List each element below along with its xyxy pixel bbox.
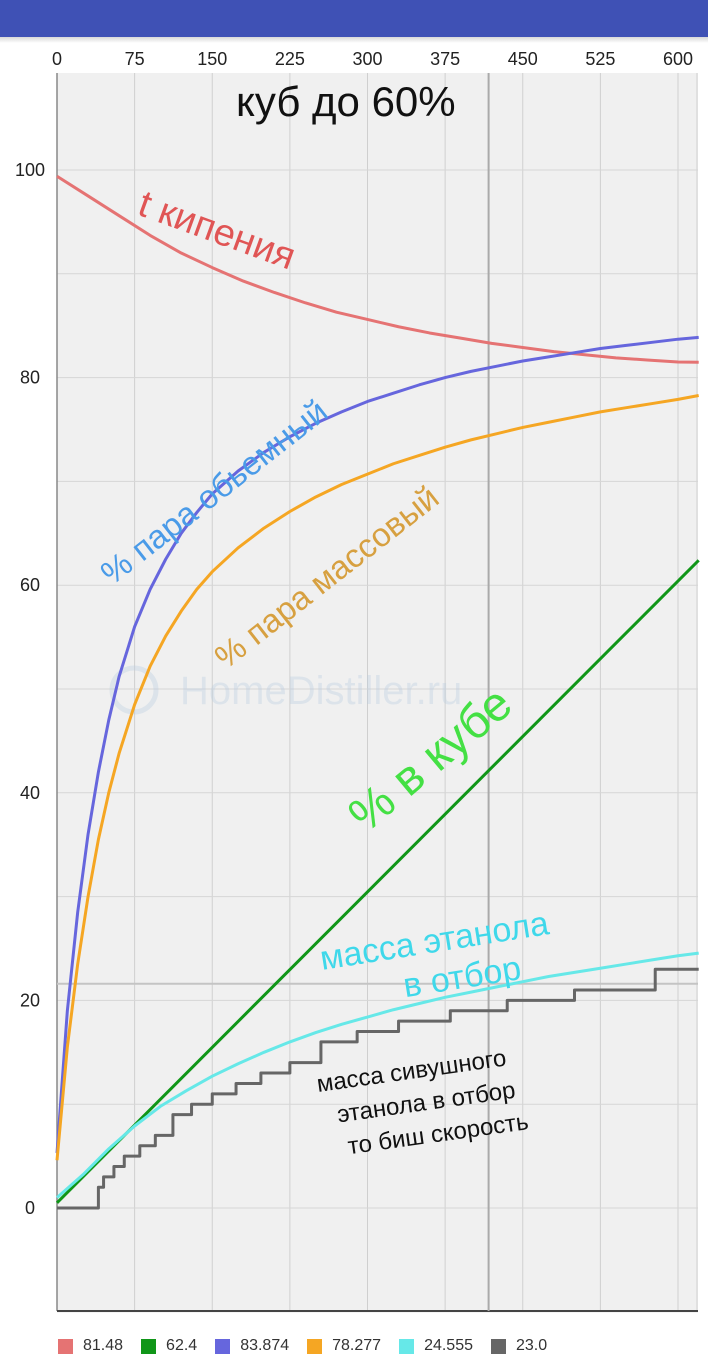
x-tick-label: 450: [508, 49, 538, 69]
x-tick-label: 525: [585, 49, 615, 69]
legend-swatch: [215, 1338, 231, 1354]
series-line-ethanol_mass: [56, 951, 699, 1199]
y-tick-label: 40: [20, 783, 40, 803]
series-group: [55, 174, 700, 1210]
legend: 81.48 62.4 83.874 78.277 24.555 23.0: [0, 1332, 708, 1360]
legend-label: 23.0: [516, 1337, 548, 1354]
watermark: HomeDistiller.ru: [109, 665, 462, 715]
app-bar-shadow: [0, 37, 708, 43]
x-axis-ticks: 0 75 150 225 300 375 450 525 600: [52, 49, 693, 69]
x-tick-label: 0: [52, 49, 62, 69]
x-tick-label: 300: [352, 49, 382, 69]
series-line-mass: [55, 394, 699, 1161]
y-tick-label: 20: [20, 990, 40, 1010]
legend-item-ethanol_mass: 24.555: [399, 1337, 473, 1355]
legend-item-vol: 83.874: [215, 1337, 289, 1355]
x-tick-label: 75: [125, 49, 145, 69]
watermark-drop-icon: [109, 665, 159, 715]
x-tick-label: 600: [663, 49, 693, 69]
y-tick-label: 80: [20, 368, 40, 388]
legend-swatch: [58, 1338, 73, 1354]
legend-item-t_boil: 81.48: [58, 1337, 123, 1355]
series-line-green: [55, 559, 700, 1204]
legend-swatch: [399, 1338, 415, 1354]
legend-swatch: [141, 1338, 157, 1354]
legend-label: 24.555: [424, 1337, 473, 1354]
legend-label: 81.48: [83, 1337, 124, 1354]
legend-item-fusel: 23.0: [491, 1337, 547, 1355]
legend-item-green: 62.4: [141, 1337, 197, 1355]
x-tick-label: 225: [275, 49, 305, 69]
x-tick-label: 150: [197, 49, 227, 69]
chart-title: куб до 60%: [236, 78, 456, 125]
app-bar: [0, 0, 708, 37]
y-axis-ticks: 0 20 40 60 80 100: [15, 160, 45, 1218]
y-tick-label: 60: [20, 575, 40, 595]
legend-label: 78.277: [332, 1337, 382, 1354]
y-tick-label: 100: [15, 160, 45, 180]
y-tick-label: 0: [25, 1198, 35, 1218]
legend-swatch: [307, 1338, 323, 1354]
legend-item-mass: 78.277: [307, 1337, 381, 1355]
chart[interactable]: 0 75 150 225 300 375 450 525 600 0 20 40 60 80 100 Ho…: [0, 0, 708, 1330]
x-tick-label: 375: [430, 49, 460, 69]
legend-label: 62.4: [166, 1337, 198, 1354]
legend-swatch: [491, 1338, 506, 1354]
series-line-fusel: [57, 967, 699, 1210]
legend-label: 83.874: [240, 1337, 290, 1354]
series-line-t_boil: [56, 174, 699, 364]
watermark-text: HomeDistiller.ru: [180, 669, 462, 713]
grid: [56, 73, 698, 1313]
series-line-vol: [55, 335, 699, 1154]
